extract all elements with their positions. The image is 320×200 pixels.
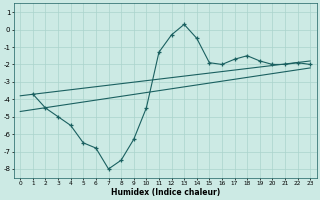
X-axis label: Humidex (Indice chaleur): Humidex (Indice chaleur)	[111, 188, 220, 197]
